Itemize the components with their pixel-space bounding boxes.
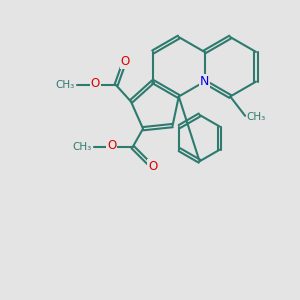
Text: O: O	[91, 77, 100, 90]
Text: N: N	[200, 75, 209, 88]
Text: O: O	[148, 160, 157, 173]
Text: CH₃: CH₃	[72, 142, 92, 152]
Text: CH₃: CH₃	[247, 112, 266, 122]
Text: O: O	[107, 139, 116, 152]
Text: CH₃: CH₃	[56, 80, 75, 90]
Text: O: O	[120, 55, 130, 68]
